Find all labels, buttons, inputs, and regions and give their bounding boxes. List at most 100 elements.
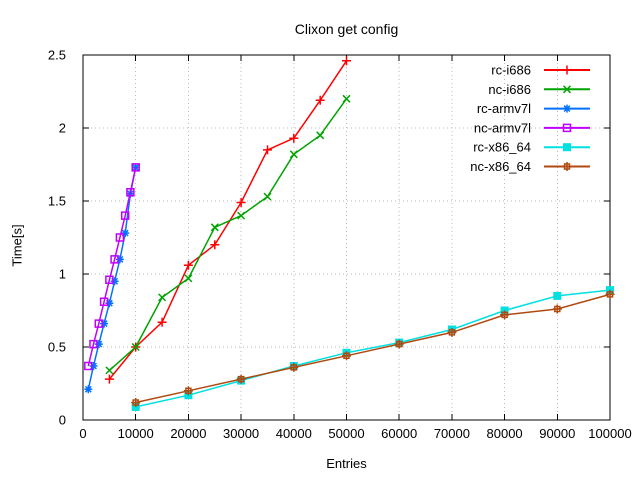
plus-marker-rc-i686 [236,198,246,207]
legend-open-square-marker-nc-armv7l [562,123,572,133]
x-tick-label: 0 [79,426,86,441]
cross-marker-nc-i686 [342,94,351,103]
square-plus-marker-nc-x86_64 [236,374,246,384]
tick-labels: 0 10000 20000 30000 40000 50000 60000 70000 8000… [48,48,632,442]
x-tick-label: 70000 [434,426,470,441]
series-line-nc-x86_64 [135,293,611,404]
series-line-nc-i686 [108,98,348,371]
legend-square-plus-marker-nc-x86_64 [562,162,572,171]
series-line-rc-x86_64 [135,289,611,408]
x-tick-label: 40000 [276,426,312,441]
open-square-marker-nc-armv7l [105,275,114,285]
y-tick-label: 0.5 [48,340,66,355]
legend-item-nc-x86_64: nc-x86_64 [470,159,590,174]
plus-marker-rc-i686 [157,317,167,327]
square-plus-marker-nc-x86_64 [131,398,141,407]
y-tick-label: 2 [59,121,66,136]
legend-cross-marker-nc-i686 [562,85,572,94]
asterisk-marker-rc-armv7l [115,255,124,264]
series-rc-i686 [104,56,351,384]
open-square-marker-nc-armv7l [84,361,93,371]
square-plus-marker-nc-x86_64 [183,386,193,396]
y-tick-label: 1.5 [48,194,66,209]
plus-marker-rc-i686 [104,374,114,384]
series-line-rc-i686 [108,60,348,380]
square-plus-marker-nc-x86_64 [447,327,457,337]
x-tick-label: 20000 [170,426,206,441]
asterisk-marker-rc-armv7l [89,362,98,370]
y-tick-label: 0 [59,413,66,428]
cross-marker-nc-i686 [263,192,272,201]
legend-item-rc-armv7l: rc-armv7l [477,101,590,116]
chart-title: Clixon get config [294,21,399,37]
legend-asterisk-marker-rc-armv7l [563,104,571,113]
cross-marker-nc-i686 [210,223,219,232]
open-square-marker-nc-armv7l [94,319,104,328]
series-nc-i686 [105,94,351,375]
cross-marker-nc-i686 [237,211,246,220]
legend-label-rc-x86_64: rc-x86_64 [473,140,531,155]
y-tick-label: 2.5 [48,48,66,63]
series-nc-armv7l [84,163,140,371]
cross-marker-nc-i686 [131,342,140,352]
asterisk-marker-rc-armv7l [105,299,114,308]
plus-marker-rc-i686 [315,95,325,105]
asterisk-marker-rc-armv7l [84,385,93,394]
legend-label-rc-i686: rc-i686 [491,63,531,78]
x-tick-label: 30000 [223,426,259,441]
plus-marker-rc-i686 [210,240,220,250]
square-plus-marker-nc-x86_64 [289,362,299,372]
series-line-nc-armv7l [87,167,137,367]
legend-label-nc-x86_64: nc-x86_64 [470,159,531,174]
cross-marker-nc-i686 [316,131,325,140]
series-nc-x86_64 [131,289,615,407]
legend-plus-marker-rc-i686 [562,65,572,75]
square-plus-marker-nc-x86_64 [342,351,351,361]
legend-item-nc-armv7l: nc-armv7l [474,120,590,135]
square-plus-marker-nc-x86_64 [552,304,562,314]
y-tick-label: 1 [59,267,66,282]
open-square-marker-nc-armv7l [99,297,109,306]
cross-marker-nc-i686 [289,150,298,159]
open-square-marker-nc-armv7l [115,233,125,242]
asterisk-marker-rc-armv7l [94,340,103,349]
filled-square-marker-rc-x86_64 [553,291,562,300]
square-plus-marker-nc-x86_64 [394,339,404,349]
plus-marker-rc-i686 [342,56,351,66]
axis-ticks [82,54,611,421]
asterisk-marker-rc-armv7l [121,229,130,238]
x-tick-label: 100000 [588,426,631,441]
asterisk-marker-rc-armv7l [110,277,119,286]
legend-label-nc-armv7l: nc-armv7l [474,120,531,135]
asterisk-marker-rc-armv7l [100,319,109,328]
x-tick-label: 10000 [118,426,154,441]
open-square-marker-nc-armv7l [120,211,130,220]
cross-marker-nc-i686 [158,293,167,302]
legend-item-rc-i686: rc-i686 [491,63,590,78]
legend: rc-i686 nc-i686 rc-armv7l nc-armv7l rc-x86_6… [470,63,590,174]
cross-marker-nc-i686 [105,366,114,375]
x-axis-label: Entries [326,456,367,471]
legend-label-rc-armv7l: rc-armv7l [477,101,531,116]
square-plus-marker-nc-x86_64 [500,310,510,320]
open-square-marker-nc-armv7l [110,255,119,264]
x-tick-label: 60000 [381,426,417,441]
legend-item-nc-i686: nc-i686 [488,82,590,97]
series-line-rc-armv7l [87,167,137,390]
x-tick-label: 90000 [539,426,575,441]
cross-marker-nc-i686 [184,274,193,283]
square-plus-marker-nc-x86_64 [605,289,615,299]
series-rc-armv7l [84,163,140,394]
plus-marker-rc-i686 [289,133,299,143]
legend-label-nc-i686: nc-i686 [488,82,531,97]
series-rc-x86_64 [131,286,614,411]
legend-item-rc-x86_64: rc-x86_64 [473,140,590,155]
x-tick-label: 50000 [328,426,364,441]
open-square-marker-nc-armv7l [131,163,140,172]
x-tick-label: 80000 [487,426,523,441]
open-square-marker-nc-armv7l [126,187,135,197]
legend-filled-square-marker-rc-x86_64 [563,143,571,152]
plus-marker-rc-i686 [183,260,193,270]
